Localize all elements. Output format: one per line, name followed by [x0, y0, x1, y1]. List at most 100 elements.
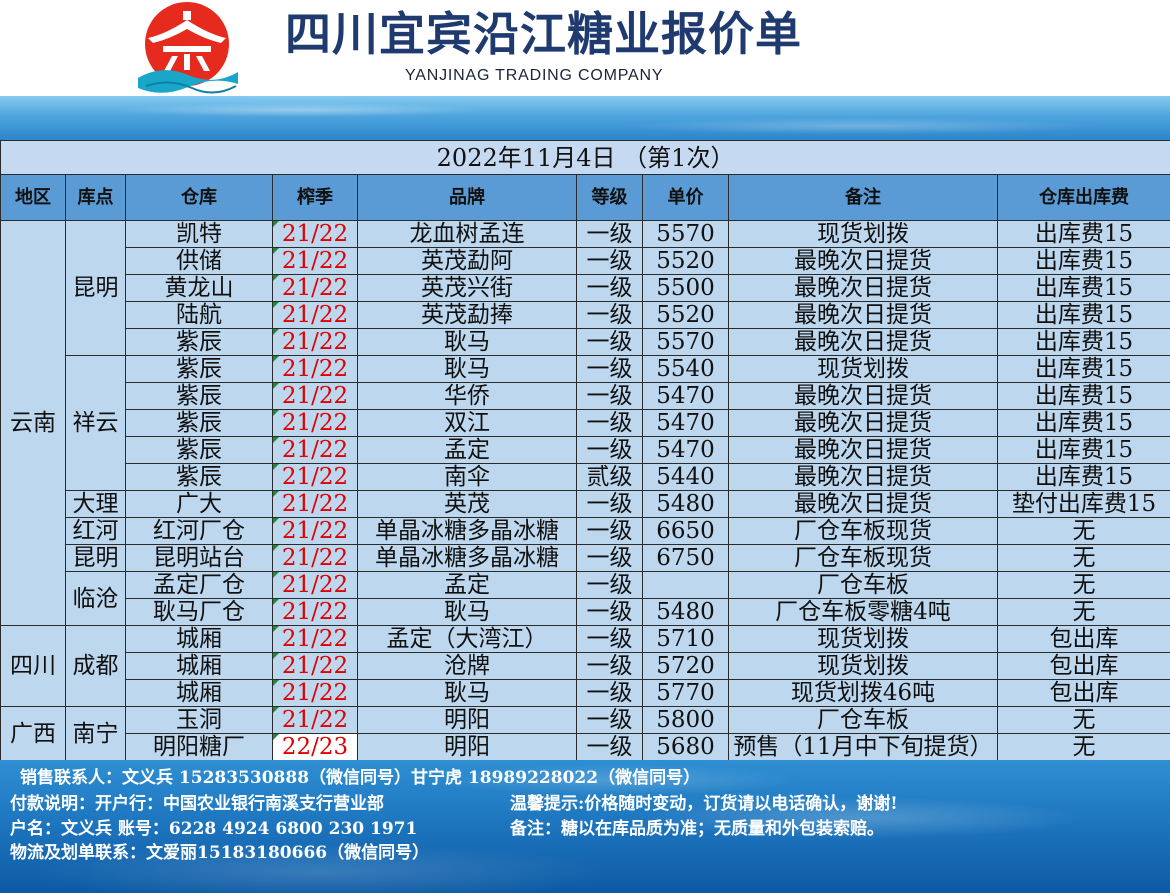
season-cell: 21/22	[272, 679, 358, 707]
grade-cell: 一级	[576, 355, 643, 383]
column-header-grade: 等级	[576, 174, 643, 221]
note-cell: 厂仓车板	[728, 706, 998, 734]
warehouse-cell: 紫辰	[125, 382, 273, 410]
brand-cell: 英茂兴街	[357, 274, 577, 302]
warehouse-cell: 供储	[125, 247, 273, 275]
warehouse-cell: 城厢	[125, 652, 273, 680]
note-cell: 现货划拨46吨	[728, 679, 998, 707]
grade-cell: 一级	[576, 517, 643, 545]
season-cell: 21/22	[272, 328, 358, 356]
payment-bank: 付款说明：开户行：中国农业银行南溪支行营业部	[10, 794, 384, 814]
decorative-water-band	[0, 96, 1170, 140]
grade-cell: 一级	[576, 571, 643, 599]
column-header-note: 备注	[728, 174, 998, 221]
table-row: 供储 21/22 英茂勐阿 一级 5520 最晚次日提货 出库费15	[1, 247, 1170, 275]
season-cell: 21/22	[272, 436, 358, 464]
table-row: 云南 昆明 凯特 21/22 龙血树孟连 一级 5570 现货划拨 出库费15	[0, 220, 1170, 626]
season-cell: 21/22	[272, 517, 358, 545]
table-row: 大理 广大 21/22 英茂 一级 5480 最晚次日提货 垫付出库费15	[1, 490, 1170, 518]
fee-cell: 出库费15	[996, 247, 1170, 275]
grade-cell: 一级	[576, 409, 643, 437]
fee-cell: 出库费15	[996, 220, 1170, 248]
column-header-fee: 仓库出库费	[996, 174, 1170, 221]
price-cell: 5800	[642, 706, 729, 734]
note-cell: 最晚次日提货	[728, 328, 998, 356]
fee-cell: 出库费15	[996, 301, 1170, 329]
grade-cell: 贰级	[576, 463, 643, 491]
warehouse-cell: 黄龙山	[125, 274, 273, 302]
table-row: 紫辰 21/22 孟定 一级 5470 最晚次日提货 出库费15	[1, 436, 1170, 464]
price-cell: 5520	[642, 247, 729, 275]
table-row: 陆航 21/22 英茂勐捧 一级 5520 最晚次日提货 出库费15	[1, 301, 1170, 329]
brand-cell: 明阳	[357, 733, 577, 761]
brand-cell: 龙血树孟连	[357, 220, 577, 248]
grade-cell: 一级	[576, 733, 643, 761]
note-cell: 现货划拨	[728, 355, 998, 383]
contact-footer: 销售联系人：文义兵 15283530888（微信同号）甘宁虎 189892280…	[0, 760, 1170, 893]
quality-remark: 备注：糖以在库品质为准；无质量和外包装索赔。	[510, 819, 884, 839]
price-cell: 5520	[642, 301, 729, 329]
price-cell: 5480	[642, 490, 729, 518]
company-header: 四川宜宾沿江糖业报价单 YANJINAG TRADING COMPANY	[0, 0, 1170, 96]
season-cell: 21/22	[272, 652, 358, 680]
season-cell: 21/22	[272, 706, 358, 734]
note-cell: 现货划拨	[728, 652, 998, 680]
table-row: 耿马厂仓 21/22 耿马 一级 5480 厂仓车板零糖4吨无	[1, 598, 1170, 626]
table-row: 昆明 昆明站台 21/22 单晶冰糖多晶冰糖 一级 6750 厂仓车板现货无	[1, 544, 1170, 572]
price-cell: 5480	[642, 598, 729, 626]
table-row: 广西 南宁 玉洞 21/22 明阳 一级 5800 厂仓车板无	[0, 706, 1170, 761]
season-cell: 21/22	[272, 625, 358, 653]
note-cell: 厂仓车板	[728, 571, 998, 599]
table-row: 明阳糖厂 22/23 明阳 一级 5680 预售（11月中下旬提货）无	[1, 733, 1170, 761]
warehouse-cell: 紫辰	[125, 328, 273, 356]
season-cell: 21/22	[272, 220, 358, 248]
brand-cell: 单晶冰糖多晶冰糖	[357, 544, 577, 572]
note-cell: 最晚次日提货	[728, 301, 998, 329]
fee-cell: 无	[996, 706, 1170, 734]
brand-cell: 英茂勐阿	[357, 247, 577, 275]
brand-cell: 耿马	[357, 355, 577, 383]
brand-cell: 孟定	[357, 436, 577, 464]
grade-cell: 一级	[576, 679, 643, 707]
price-cell: 5440	[642, 463, 729, 491]
table-row: 紫辰 21/22 南伞 贰级 5440 最晚次日提货 出库费15	[1, 463, 1170, 491]
price-tip: 温馨提示:价格随时变动，订货请以电话确认，谢谢!	[510, 794, 898, 814]
fee-cell: 出库费15	[996, 274, 1170, 302]
note-cell: 最晚次日提货	[728, 436, 998, 464]
price-table-body: 云南 昆明 凯特 21/22 龙血树孟连 一级 5570 现货划拨 出库费15 供储 21/22 英茂…	[0, 220, 1170, 761]
column-header-price: 单价	[642, 174, 729, 221]
table-row: 紫辰 21/22 耿马 一级 5570 最晚次日提货 出库费15	[1, 328, 1170, 356]
season-cell: 21/22	[272, 274, 358, 302]
price-cell: 5470	[642, 382, 729, 410]
note-cell: 预售（11月中下旬提货）	[728, 733, 998, 761]
company-english-name: YANJINAG TRADING COMPANY	[405, 67, 664, 84]
warehouse-cell: 紫辰	[125, 463, 273, 491]
region-cell: 云南	[0, 220, 66, 626]
quote-date: 2022年11月4日 （第1次）	[0, 140, 1170, 175]
table-row: 紫辰 21/22 双江 一级 5470 最晚次日提货 出库费15	[1, 409, 1170, 437]
price-cell: 5570	[642, 220, 729, 248]
season-cell: 21/22	[272, 571, 358, 599]
warehouse-cell: 凯特	[125, 220, 273, 248]
warehouse-cell: 昆明站台	[125, 544, 273, 572]
grade-cell: 一级	[576, 625, 643, 653]
fee-cell: 无	[996, 544, 1170, 572]
sales-contact: 销售联系人：文义兵 15283530888（微信同号）甘宁虎 189892280…	[20, 768, 701, 788]
brand-cell: 孟定	[357, 571, 577, 599]
account-info: 户名：文义兵 账号：6228 4924 6800 230 1971	[10, 819, 418, 839]
table-row: 黄龙山 21/22 英茂兴街 一级 5500 最晚次日提货 出库费15	[1, 274, 1170, 302]
fee-cell: 出库费15	[996, 436, 1170, 464]
company-logo	[138, 2, 238, 94]
note-cell: 最晚次日提货	[728, 409, 998, 437]
brand-cell: 明阳	[357, 706, 577, 734]
price-cell: 6650	[642, 517, 729, 545]
warehouse-cell: 玉洞	[125, 706, 273, 734]
table-row: 四川 成都 城厢 21/22 孟定（大湾江） 一级 5710 现货划拨 包出库	[0, 625, 1170, 707]
warehouse-cell: 红河厂仓	[125, 517, 273, 545]
note-cell: 最晚次日提货	[728, 247, 998, 275]
fee-cell: 出库费15	[996, 328, 1170, 356]
grade-cell: 一级	[576, 220, 643, 248]
price-cell: 5570	[642, 328, 729, 356]
warehouse-cell: 陆航	[125, 301, 273, 329]
fee-cell: 包出库	[996, 679, 1170, 707]
